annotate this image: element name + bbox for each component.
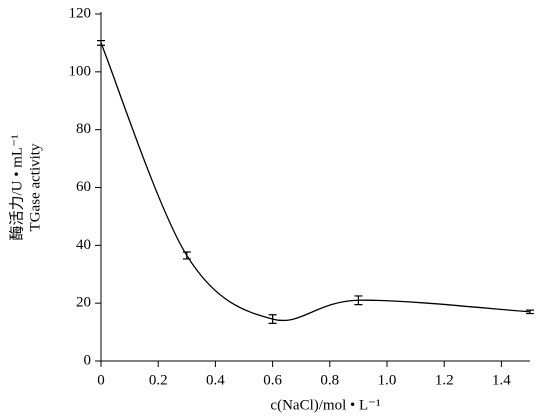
x-tick-label: 0.6 xyxy=(263,372,282,388)
y-tick-label: 100 xyxy=(69,63,92,79)
error-bar xyxy=(97,40,105,46)
y-tick-label: 120 xyxy=(69,5,92,21)
error-bar xyxy=(268,314,277,325)
x-axis-label: c(NaCl)/mol • L⁻¹ xyxy=(270,397,380,413)
x-tick-label: 1.2 xyxy=(435,372,454,388)
error-bar xyxy=(182,251,191,260)
x-tick-label: 0.2 xyxy=(149,372,168,388)
error-bar xyxy=(354,295,363,306)
error-bar xyxy=(526,309,534,315)
line xyxy=(100,42,531,321)
y-tick-label: 80 xyxy=(76,121,91,137)
y-tick-label: 0 xyxy=(84,352,92,368)
y-axis-label: TGase activity xyxy=(27,143,43,231)
x-tick-label: 0.4 xyxy=(206,372,225,388)
x-tick-label: 0 xyxy=(97,372,105,388)
x-tick-label: 1.0 xyxy=(378,372,397,388)
y-tick-label: 60 xyxy=(76,179,91,195)
x-tick-label: 1.4 xyxy=(492,372,511,388)
x-tick-label: 0.8 xyxy=(320,372,339,388)
y-tick-label: 20 xyxy=(76,295,91,311)
y-axis-label: 酶活力/U • mL⁻¹ xyxy=(8,135,25,241)
y-tick-label: 40 xyxy=(76,237,91,253)
